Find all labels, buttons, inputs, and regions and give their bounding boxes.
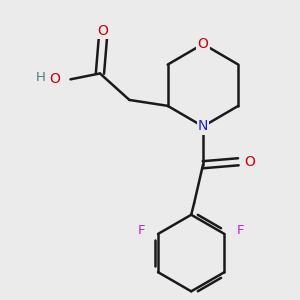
Text: F: F bbox=[237, 224, 244, 238]
Text: O: O bbox=[244, 155, 255, 169]
Text: F: F bbox=[138, 224, 146, 238]
Text: N: N bbox=[198, 119, 208, 134]
Text: O: O bbox=[49, 72, 60, 86]
Text: O: O bbox=[198, 37, 208, 51]
Text: H: H bbox=[36, 71, 46, 84]
Text: O: O bbox=[98, 24, 108, 38]
